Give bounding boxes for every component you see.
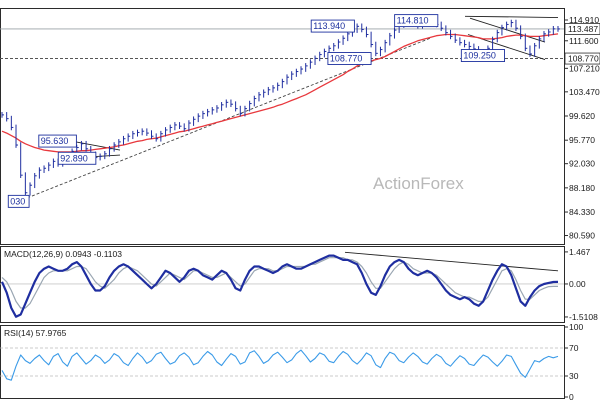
- moving-average-line: [1, 33, 559, 153]
- price-panel: ActionForex 114.910 111.600 107.210 103.470…: [0, 8, 600, 245]
- annotation-label: 113.940: [313, 21, 345, 31]
- macd-axis-tick-label: 0.00: [569, 279, 586, 289]
- current-price-tag: 113.487: [568, 24, 598, 34]
- macd-axis-tick-label: -1.5108: [569, 312, 598, 322]
- resistance-line: [464, 15, 559, 18]
- macd-trendline: [344, 251, 559, 272]
- macd-panel: MACD(12,26,9) 0.0943 -0.1103 1.467 0.00 -1…: [0, 246, 598, 323]
- support-tag-box: [564, 52, 600, 65]
- price-axis-tick-label: 107.210: [569, 63, 600, 73]
- rsi-axis-tick-label: 100: [569, 322, 583, 332]
- annotation-box: [460, 49, 505, 62]
- price-axis-tick-label: 111.600: [569, 36, 599, 46]
- macd-axis: 1.467 0.00 -1.5108: [564, 247, 598, 322]
- annotation-label: 114.810: [397, 16, 429, 26]
- rsi-panel: RSI(14) 57.9765 100 70 30 0: [0, 322, 583, 402]
- price-axis-tick-label: 80.590: [569, 231, 595, 241]
- rsi-panel-frame: [0, 325, 565, 399]
- price-axis-tick-label: 88.180: [569, 183, 595, 193]
- annotation-box: [394, 14, 439, 28]
- price-panel-frame: [0, 8, 565, 245]
- rsi-label: RSI(14) 57.9765: [4, 328, 67, 338]
- rsi-line: [1, 349, 559, 381]
- price-axis: 114.910 111.600 107.210 103.470 99.620 95.770…: [564, 15, 600, 241]
- macd-series: [0, 251, 564, 318]
- current-price-tag-box: [564, 23, 600, 35]
- macd-line: [0, 254, 559, 318]
- price-axis-tick-label: 92.030: [569, 159, 595, 169]
- annotation-label: 95.630: [41, 136, 69, 146]
- rsi-axis-tick-label: 70: [569, 343, 579, 353]
- annotation-label: 030: [10, 196, 25, 206]
- price-axis-tick-label: 99.620: [569, 111, 595, 121]
- annotation-label: 92.890: [60, 153, 88, 163]
- annotation-box: [57, 151, 97, 165]
- rsi-axis-tick-label: 30: [569, 371, 579, 381]
- rsi-axis: 100 70 30 0: [564, 322, 583, 402]
- price-axis-tick-label: 84.330: [569, 207, 595, 217]
- price-annotations: 113.487 108.770 95.630 92.890 030 113.940 114.…: [7, 14, 600, 208]
- macd-label: MACD(12,26,9) 0.0943 -0.1103: [4, 249, 122, 259]
- annotation-box: [7, 194, 30, 208]
- rsi-series: [0, 347, 564, 381]
- annotation-box: [327, 52, 372, 65]
- annotation-box: [38, 134, 77, 148]
- rsi-axis-tick-label: 0: [569, 392, 574, 400]
- watermark: ActionForex: [373, 174, 464, 193]
- price-axis-tick-label: 114.910: [569, 15, 599, 25]
- price-axis-tick-label: 95.770: [569, 135, 595, 145]
- macd-panel-frame: [0, 246, 565, 323]
- annotation-label: 108.770: [330, 54, 363, 64]
- macd-axis-tick-label: 1.467: [569, 247, 591, 257]
- price-axis-tick-label: 103.470: [569, 87, 600, 97]
- price-series: [0, 15, 564, 202]
- falling-channel-upper: [469, 17, 546, 43]
- annotation-label: 109.250: [463, 51, 496, 61]
- support-tag: 108.770: [568, 54, 599, 64]
- annotation-box: [310, 19, 355, 33]
